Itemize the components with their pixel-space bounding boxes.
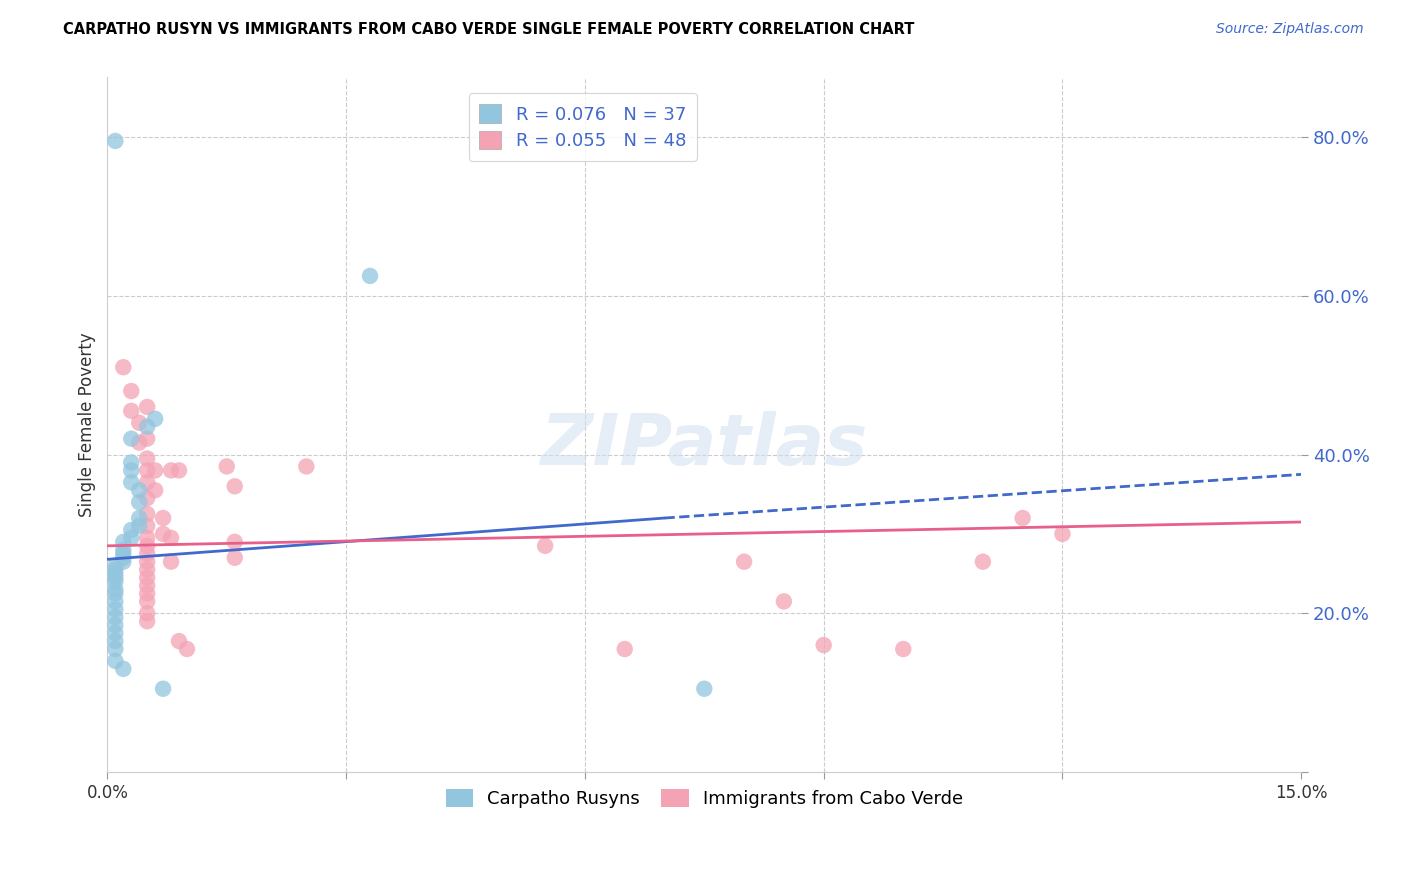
Point bbox=[104, 602, 127, 616]
Point bbox=[136, 451, 159, 466]
Point bbox=[104, 610, 127, 624]
Point bbox=[136, 586, 159, 600]
Point bbox=[112, 555, 135, 569]
Point bbox=[359, 268, 381, 283]
Point bbox=[693, 681, 716, 696]
Point bbox=[120, 404, 142, 418]
Point bbox=[136, 563, 159, 577]
Point bbox=[112, 360, 135, 375]
Point bbox=[104, 634, 127, 648]
Point bbox=[104, 618, 127, 632]
Text: Source: ZipAtlas.com: Source: ZipAtlas.com bbox=[1216, 22, 1364, 37]
Point bbox=[224, 550, 246, 565]
Point bbox=[120, 455, 142, 469]
Point bbox=[104, 563, 127, 577]
Point bbox=[891, 642, 914, 657]
Point bbox=[972, 555, 994, 569]
Point bbox=[112, 550, 135, 565]
Point bbox=[136, 463, 159, 477]
Point bbox=[112, 534, 135, 549]
Point bbox=[120, 531, 142, 545]
Point bbox=[128, 416, 150, 430]
Point bbox=[136, 614, 159, 628]
Point bbox=[136, 555, 159, 569]
Point bbox=[534, 539, 557, 553]
Point bbox=[160, 531, 183, 545]
Point bbox=[136, 400, 159, 414]
Point bbox=[120, 523, 142, 537]
Point bbox=[104, 566, 127, 581]
Point bbox=[136, 547, 159, 561]
Point bbox=[152, 527, 174, 541]
Point bbox=[104, 586, 127, 600]
Point bbox=[128, 495, 150, 509]
Point bbox=[167, 634, 190, 648]
Point bbox=[128, 519, 150, 533]
Point bbox=[128, 511, 150, 525]
Point bbox=[136, 578, 159, 592]
Point bbox=[120, 384, 142, 398]
Point bbox=[1052, 527, 1074, 541]
Point bbox=[160, 555, 183, 569]
Point bbox=[128, 435, 150, 450]
Point bbox=[104, 626, 127, 640]
Point bbox=[295, 459, 318, 474]
Point bbox=[128, 483, 150, 498]
Point bbox=[104, 558, 127, 573]
Point bbox=[136, 419, 159, 434]
Text: ZIPatlas: ZIPatlas bbox=[541, 411, 868, 480]
Point bbox=[112, 547, 135, 561]
Point bbox=[733, 555, 755, 569]
Point bbox=[167, 463, 190, 477]
Point bbox=[215, 459, 238, 474]
Point bbox=[120, 463, 142, 477]
Point bbox=[160, 463, 183, 477]
Point bbox=[143, 412, 166, 426]
Point bbox=[773, 594, 796, 608]
Point bbox=[143, 483, 166, 498]
Point bbox=[112, 542, 135, 557]
Point bbox=[136, 519, 159, 533]
Point bbox=[112, 662, 135, 676]
Point bbox=[136, 531, 159, 545]
Point bbox=[152, 511, 174, 525]
Point bbox=[152, 681, 174, 696]
Point bbox=[104, 642, 127, 657]
Point bbox=[136, 507, 159, 521]
Point bbox=[104, 574, 127, 589]
Point bbox=[120, 432, 142, 446]
Point bbox=[136, 432, 159, 446]
Y-axis label: Single Female Poverty: Single Female Poverty bbox=[79, 333, 96, 517]
Text: CARPATHO RUSYN VS IMMIGRANTS FROM CABO VERDE SINGLE FEMALE POVERTY CORRELATION C: CARPATHO RUSYN VS IMMIGRANTS FROM CABO V… bbox=[63, 22, 915, 37]
Point bbox=[120, 475, 142, 490]
Point bbox=[136, 475, 159, 490]
Point bbox=[813, 638, 835, 652]
Point bbox=[224, 479, 246, 493]
Point bbox=[176, 642, 198, 657]
Point bbox=[104, 582, 127, 597]
Point bbox=[136, 571, 159, 585]
Point bbox=[136, 491, 159, 506]
Point bbox=[136, 539, 159, 553]
Point bbox=[104, 571, 127, 585]
Point bbox=[1011, 511, 1033, 525]
Point bbox=[104, 594, 127, 608]
Point bbox=[136, 594, 159, 608]
Point bbox=[224, 534, 246, 549]
Legend: Carpatho Rusyns, Immigrants from Cabo Verde: Carpatho Rusyns, Immigrants from Cabo Ve… bbox=[439, 781, 970, 815]
Point bbox=[613, 642, 636, 657]
Point bbox=[104, 134, 127, 148]
Point bbox=[136, 607, 159, 621]
Point bbox=[104, 654, 127, 668]
Point bbox=[143, 463, 166, 477]
